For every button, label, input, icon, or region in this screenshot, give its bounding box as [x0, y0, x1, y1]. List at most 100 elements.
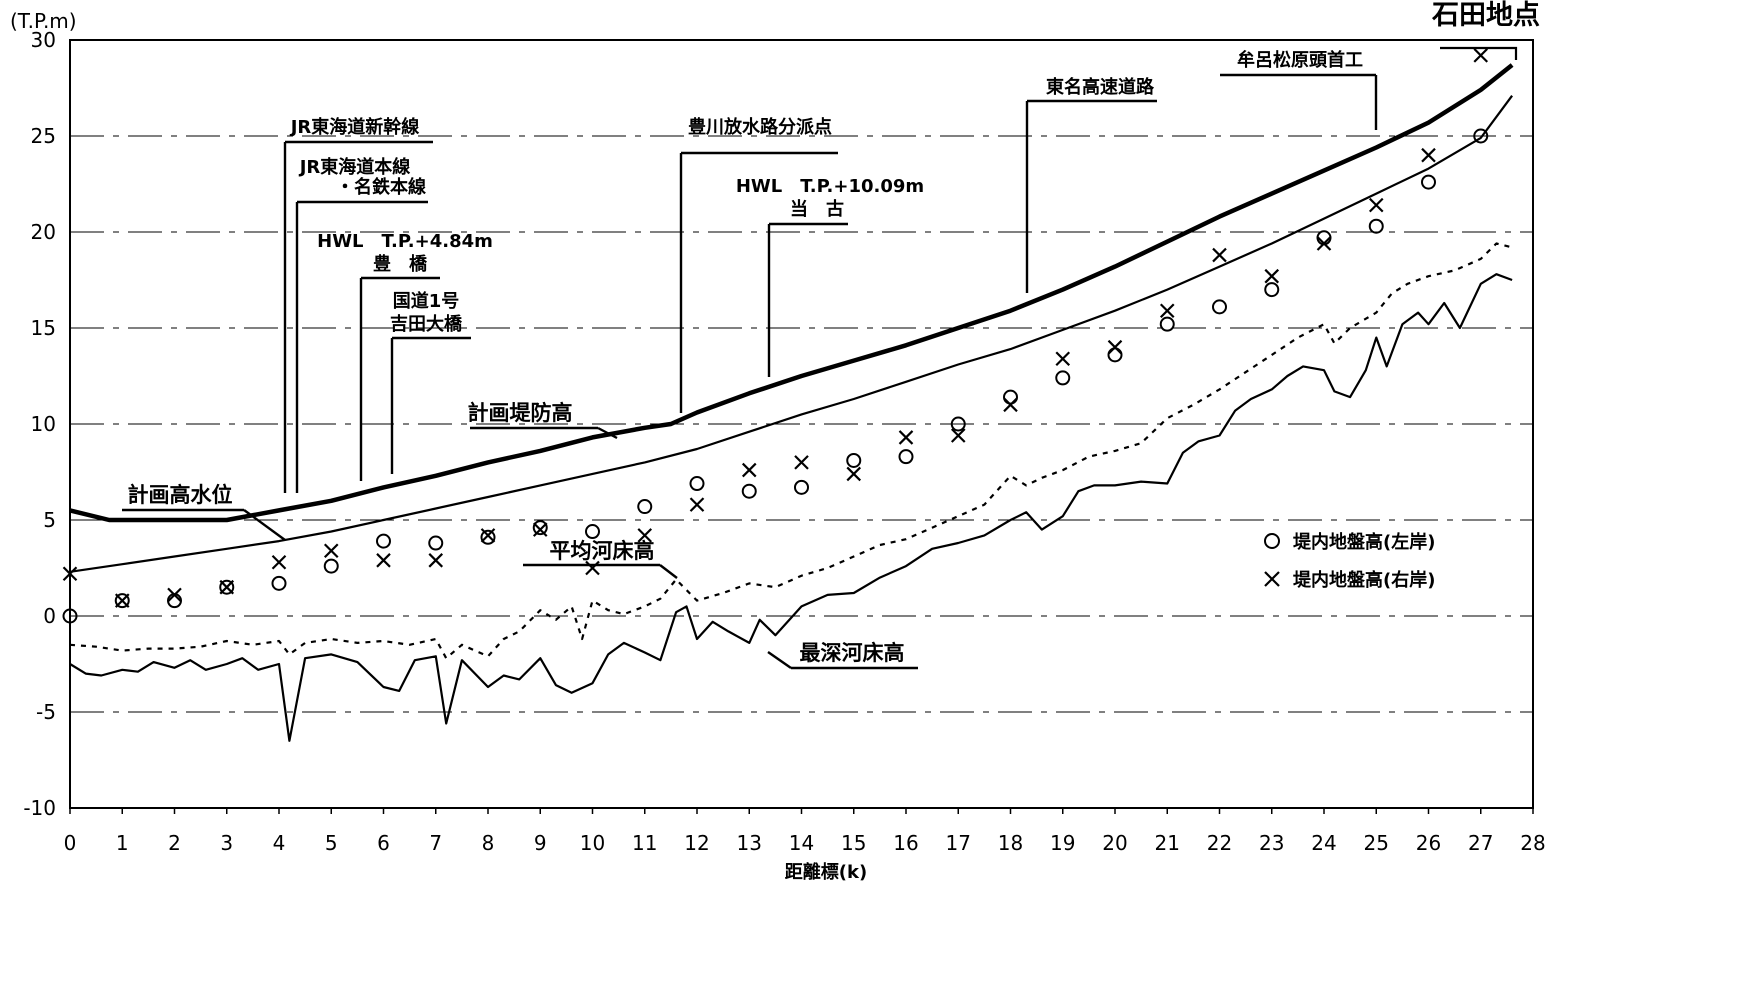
legend-x-marker	[1265, 572, 1279, 586]
circle-marker	[273, 577, 286, 590]
x-tick-label: 18	[998, 831, 1023, 855]
x-marker	[220, 581, 233, 594]
x-tick-label: 5	[325, 831, 338, 855]
x-marker	[900, 431, 913, 444]
x-tick-label: 3	[220, 831, 233, 855]
circle-marker	[377, 535, 390, 548]
x-tick-label: 19	[1050, 831, 1075, 855]
x-tick-label: 21	[1155, 831, 1180, 855]
x-marker	[1004, 398, 1017, 411]
annotation-muro: 牟呂松原頭首工	[1237, 49, 1363, 71]
annotation-hwl-touko: HWL T.P.+10.09m	[736, 176, 924, 197]
circle-marker	[847, 454, 860, 467]
y-tick-label: 25	[31, 124, 56, 148]
y-tick-label: 5	[43, 508, 56, 532]
x-tick-label: 20	[1102, 831, 1127, 855]
x-marker	[1213, 249, 1226, 262]
legend-label-left-bank: 堤内地盤高(左岸)	[1293, 531, 1435, 553]
annotation-shinkansen: JR東海道新幹線	[289, 116, 420, 138]
x-tick-label: 28	[1520, 831, 1545, 855]
y-axis-unit: (T.P.m)	[10, 9, 77, 33]
y-tick-label: -5	[36, 700, 56, 724]
x-tick-label: 14	[789, 831, 814, 855]
circle-marker	[1265, 283, 1278, 296]
y-tick-label: 15	[31, 316, 56, 340]
circle-marker	[534, 521, 547, 534]
series-line-1	[70, 96, 1512, 572]
x-tick-label: 27	[1468, 831, 1493, 855]
y-tick-label: 20	[31, 220, 56, 244]
annotation-kokudo-1: 国道1号	[393, 290, 460, 312]
annotation-heikin-kasho: 平均河床高	[550, 539, 655, 563]
x-tick-label: 16	[893, 831, 918, 855]
circle-marker	[638, 500, 651, 513]
annotation-honsen-1: JR東海道本線	[298, 156, 411, 178]
chart-title: 石田地点	[1431, 0, 1540, 31]
x-tick-label: 1	[116, 831, 129, 855]
annotation-leader	[660, 565, 677, 578]
circle-marker	[1422, 176, 1435, 189]
x-marker	[586, 562, 599, 575]
x-marker	[1056, 352, 1069, 365]
x-tick-label: 15	[841, 831, 866, 855]
x-marker	[1370, 199, 1383, 212]
x-tick-label: 25	[1364, 831, 1389, 855]
x-tick-label: 13	[737, 831, 762, 855]
x-axis-label: 距離標(k)	[785, 861, 867, 883]
series-lines	[70, 65, 1512, 741]
x-tick-label: 26	[1416, 831, 1441, 855]
annotation-keikaku-kousui: 計画高水位	[128, 483, 233, 507]
x-marker	[743, 464, 756, 477]
y-tick-label: 0	[43, 604, 56, 628]
x-marker	[1422, 149, 1435, 162]
annotation-leader	[768, 652, 791, 668]
x-marker	[691, 498, 704, 511]
circle-marker	[743, 485, 756, 498]
y-tick-label: 10	[31, 412, 56, 436]
series-line-2	[70, 244, 1512, 659]
annotation-saishin-kasho: 最深河床高	[800, 641, 905, 665]
circle-marker	[1370, 220, 1383, 233]
x-marker	[1265, 270, 1278, 283]
x-tick-label: 6	[377, 831, 390, 855]
x-tick-label: 4	[273, 831, 286, 855]
x-marker	[429, 554, 442, 567]
x-marker	[116, 594, 129, 607]
circle-marker	[1056, 371, 1069, 384]
annotation-honsen-2: ・名鉄本線	[336, 176, 426, 198]
x-tick-label: 24	[1311, 831, 1336, 855]
circle-marker	[586, 525, 599, 538]
circle-marker	[1161, 318, 1174, 331]
x-tick-label: 17	[946, 831, 971, 855]
annotation-kokudo-2: 吉田大橋	[390, 313, 463, 335]
x-tick-label: 22	[1207, 831, 1232, 855]
circle-marker	[482, 531, 495, 544]
x-marker	[273, 556, 286, 569]
circle-marker	[325, 560, 338, 573]
x-marker	[1161, 304, 1174, 317]
circle-marker	[691, 477, 704, 490]
annotation-keikaku-teibou: 計画堤防高	[468, 401, 573, 425]
x-tick-label: 11	[632, 831, 657, 855]
y-tick-label: -10	[23, 796, 56, 820]
x-marker	[377, 554, 390, 567]
annotation-hwl-toyo: HWL T.P.+4.84m	[317, 231, 493, 252]
x-tick-label: 2	[168, 831, 181, 855]
circle-marker	[1213, 300, 1226, 313]
x-marker	[325, 544, 338, 557]
x-tick-label: 7	[429, 831, 442, 855]
x-tick-label: 10	[580, 831, 605, 855]
x-marker	[847, 467, 860, 480]
x-tick-label: 0	[64, 831, 77, 855]
x-marker	[795, 456, 808, 469]
x-tick-label: 9	[534, 831, 547, 855]
x-tick-label: 12	[684, 831, 709, 855]
circle-marker	[900, 450, 913, 463]
legend-label-right-bank: 堤内地盤高(右岸)	[1293, 569, 1435, 591]
x-tick-labels: 0 1 2 3 4 5 6 7 8 9 10 11 12 13 14 15 16 17 18 19 20 21 22 23 24…	[64, 808, 1546, 855]
legend-circle-marker	[1265, 534, 1279, 548]
circle-marker	[429, 537, 442, 550]
annotation-toyobashi: 豊 橋	[373, 253, 428, 275]
annotation-houryu: 豊川放水路分派点	[688, 116, 832, 138]
